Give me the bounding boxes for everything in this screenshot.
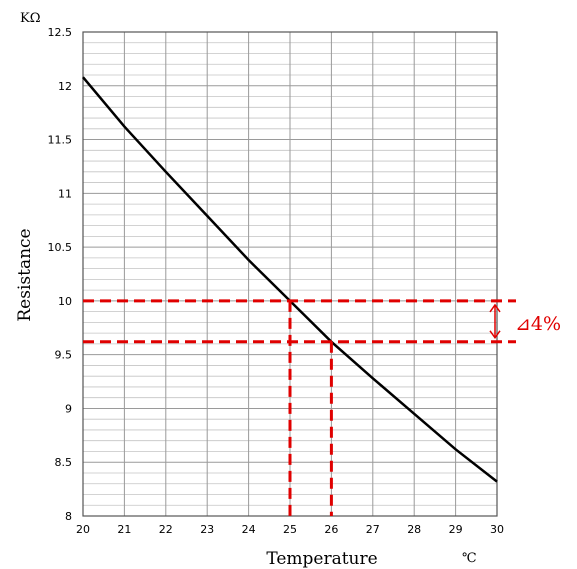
y-tick-label: 8 (65, 510, 72, 523)
y-tick-label: 8.5 (55, 456, 73, 469)
y-tick-label: 11 (58, 187, 72, 200)
y-tick-label: 12.5 (48, 26, 73, 39)
y-tick-label: 10.5 (48, 241, 73, 254)
x-tick-label: 30 (490, 523, 504, 536)
y-tick-label: 9 (65, 402, 72, 415)
arrow-head-down (489, 330, 501, 340)
y-tick-label: 9.5 (55, 349, 73, 362)
x-tick-labels: 20 21 22 23 24 25 26 27 28 29 30 (76, 523, 504, 536)
y-tick-label: 10 (58, 295, 72, 308)
y-tick-labels: 8 8.5 9 9.5 10 10.5 11 11.5 12 12.5 (48, 26, 73, 523)
x-tick-label: 21 (117, 523, 131, 536)
x-tick-label: 23 (200, 523, 214, 536)
x-tick-label: 20 (76, 523, 90, 536)
grid (82, 31, 498, 517)
x-tick-label: 29 (449, 523, 463, 536)
y-axis-title: Resistance (15, 228, 35, 321)
x-tick-label: 26 (324, 523, 338, 536)
x-axis-title: Temperature (266, 549, 377, 569)
arrow-head-up (489, 303, 501, 313)
x-tick-label: 28 (407, 523, 421, 536)
x-tick-label: 22 (159, 523, 173, 536)
x-tick-label: 24 (242, 523, 256, 536)
y-tick-label: 11.5 (48, 134, 73, 147)
x-tick-label: 25 (283, 523, 297, 536)
y-tick-label: 12 (58, 80, 72, 93)
difference-annotation: ⊿4% (515, 313, 561, 335)
difference-arrow (489, 303, 501, 340)
y-unit-label: KΩ (20, 11, 41, 26)
x-tick-label: 27 (366, 523, 380, 536)
plot-frame (82, 31, 498, 517)
reference-lines (83, 299, 516, 516)
x-unit-label: ℃ (462, 551, 477, 566)
